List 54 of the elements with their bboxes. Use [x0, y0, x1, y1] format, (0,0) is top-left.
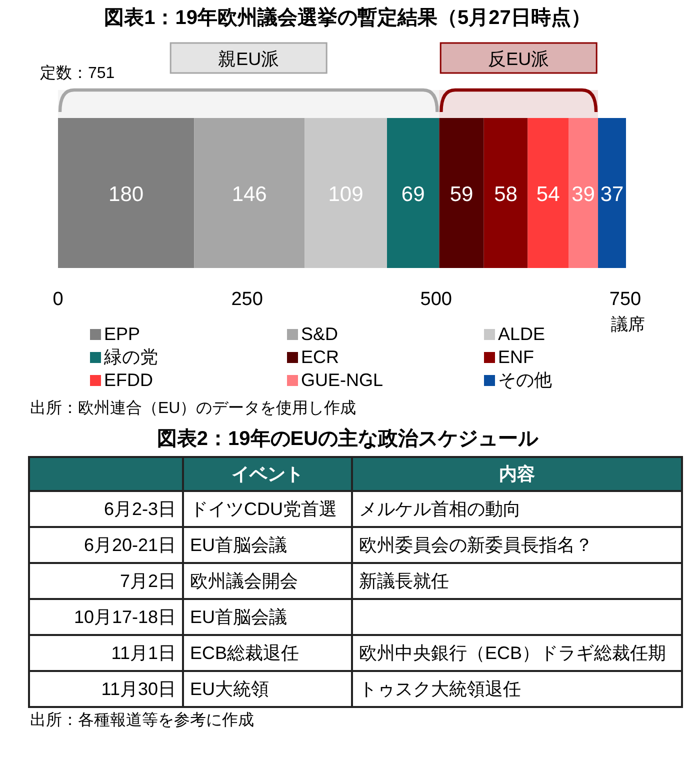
text: EU大統領: [183, 671, 352, 707]
text: EU首脳会議: [183, 527, 352, 563]
text: 新議長就任: [352, 563, 682, 599]
text: 内容: [352, 457, 682, 491]
x-axis-title: 議席: [611, 315, 645, 334]
data-label: 59: [450, 183, 474, 206]
legend-label: GUE-NGL: [301, 370, 384, 390]
bar: [568, 118, 598, 268]
legend-label: EFDD: [104, 370, 153, 390]
band-label: 反EU派: [488, 49, 550, 69]
x-tick-label: 0: [52, 289, 64, 310]
text: 10月17-18日: [29, 599, 183, 635]
legend-label: その他: [498, 370, 552, 390]
text: 図表2：19年のEUの主な政治スケジュール: [156, 426, 540, 452]
text: 6月20-21日: [29, 527, 183, 563]
text: 欧州委員会の新委員長指名？: [352, 527, 682, 563]
data-label: 58: [494, 183, 518, 206]
text: トゥスク大統領退任: [352, 671, 682, 707]
legend-label: 緑の党: [103, 347, 158, 367]
text: イベント: [183, 457, 352, 491]
text: ドイツCDU党首選: [183, 491, 352, 527]
data-label: 37: [600, 183, 624, 206]
text: 7月2日: [29, 563, 183, 599]
text: 出所：各種報道等を参考に作成: [30, 710, 255, 731]
data-label: 146: [232, 183, 267, 206]
data-label: 69: [401, 183, 425, 206]
text: 欧州議会開会: [183, 563, 352, 599]
text: メルケル首相の動向: [352, 491, 682, 527]
chart-title: 図表1：19年欧州議会選挙の暫定結果（5月27日時点）: [104, 6, 591, 29]
x-tick-label: 500: [420, 289, 452, 310]
bar: [439, 118, 484, 268]
text: 欧州中央銀行（ECB）ドラギ総裁任期: [352, 635, 682, 671]
data-label: 39: [572, 183, 595, 206]
legend-label: ENF: [498, 347, 534, 367]
legend-label: EPP: [104, 324, 140, 344]
data-label: 180: [108, 183, 144, 206]
text: ECB総裁退任: [183, 635, 352, 671]
bar: [528, 118, 569, 268]
band-label: 親EU派: [218, 49, 280, 69]
text: 11月1日: [29, 635, 183, 671]
x-tick-label: 750: [609, 289, 642, 310]
legend-label: ECR: [301, 347, 340, 367]
bar: [598, 118, 626, 268]
text: 出所：欧州連合（EU）のデータを使用し作成: [30, 399, 356, 417]
text: 11月30日: [29, 671, 183, 707]
x-tick-label: 250: [231, 289, 263, 310]
legend-label: S&D: [301, 324, 338, 344]
data-label: 54: [536, 183, 560, 206]
bar: [304, 118, 387, 268]
text: 定数：751: [40, 64, 115, 82]
text: 6月2-3日: [29, 491, 183, 527]
bar: [194, 118, 305, 268]
text: EU首脳会議: [183, 599, 352, 635]
legend-label: ALDE: [498, 324, 546, 344]
